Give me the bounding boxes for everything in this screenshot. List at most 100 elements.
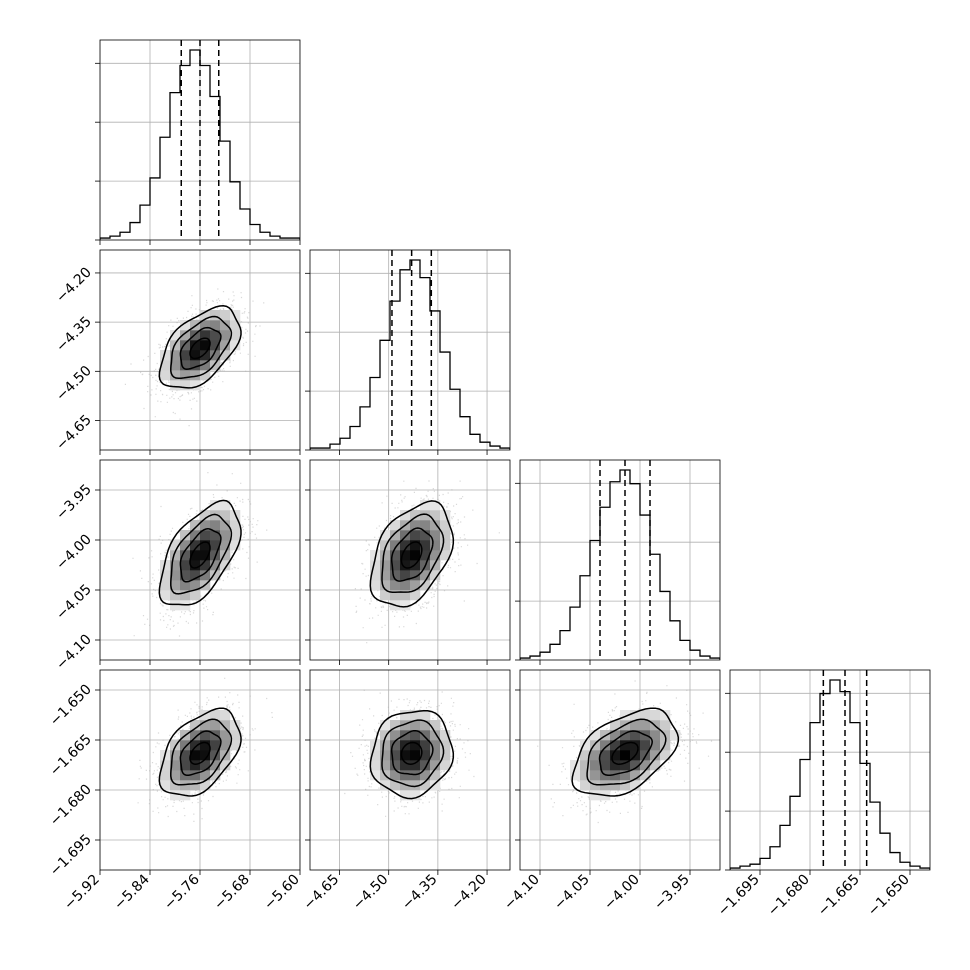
density-cell [420,510,431,521]
density-cell [380,560,391,571]
density-cell [420,730,431,741]
y-tick-label: −1.665 [47,732,95,780]
x-tick-label: −5.92 [61,872,103,914]
density-cell [630,710,641,721]
contour-level-3 [158,499,242,606]
density-cell [190,340,201,351]
density-cell [180,380,191,391]
density-cell [430,780,441,791]
contour-level-3 [571,707,680,797]
density-cell [180,560,191,571]
density-cell [170,380,181,391]
density-cell [180,750,191,761]
panel-3-3 [725,669,931,875]
density-cell [380,730,391,741]
density-cell [190,740,201,751]
density-cell [220,550,231,561]
density-cell [170,540,181,551]
density-cell [420,780,431,791]
x-tick-label: −1.680 [765,872,813,920]
density-cell [610,740,621,751]
density-cell [200,570,211,581]
density-cell [200,550,211,561]
y-tick-label: −1.680 [47,782,95,830]
density-cell [200,540,211,551]
density-cell [420,500,431,511]
density-cell [380,590,391,601]
density-cell [570,770,581,781]
density-cell [200,340,211,351]
histogram [730,679,930,870]
density-cell [430,520,441,531]
density-cell [200,520,211,531]
density-cell [220,760,231,771]
density-cell [390,560,401,571]
density-cell [230,740,241,751]
density-cell [390,530,401,541]
density-cell [170,570,181,581]
density-cell [370,770,381,781]
density-cell [220,710,231,721]
density-cell [420,570,431,581]
density-cell [620,710,631,721]
density-cell [210,750,221,761]
scatter-samples [124,288,265,427]
density-cell [400,580,411,591]
density-cell [420,540,431,551]
density-cell [650,760,661,771]
density-cell [160,370,171,381]
density-cell [380,740,391,751]
density-cell [610,770,621,781]
x-tick-label: −1.695 [715,872,763,920]
density-cell [180,320,191,331]
density-cell [620,760,631,771]
density-cell [660,710,671,721]
density-cell [220,500,231,511]
panel-frame [309,459,511,661]
density-cell [210,740,221,751]
contour-level-3 [369,709,455,800]
density-cell [610,720,621,731]
density-cell [630,780,641,791]
density-cell [410,750,421,761]
x-tick-label: −5.68 [211,872,253,914]
density-cell [440,510,451,521]
density-cell [170,580,181,591]
panel-3-2 [515,669,721,875]
density-cell [370,570,381,581]
density-cell [640,710,651,721]
density-cell [410,710,421,721]
density-cell [180,530,191,541]
density-cell [200,560,211,571]
density-cell [380,540,391,551]
density-cell [200,770,211,781]
density-cell [170,550,181,561]
density-cell [590,740,601,751]
density-cell [190,760,201,771]
density-cell [620,770,631,781]
density-cell [430,540,441,551]
density-cell [370,750,381,761]
density-cell [190,750,201,761]
contour-level-0 [611,741,639,765]
panel-frame [519,459,721,661]
density-cell [610,760,621,771]
density-cell [190,540,201,551]
density-cell [580,780,591,791]
contour-level-0 [189,337,211,360]
density-cell [380,580,391,591]
density-cell [220,740,231,751]
density-cell [190,350,201,361]
density-cell [430,500,441,511]
density-cell [580,740,591,751]
density-cell [400,790,411,801]
density-cell [210,720,221,731]
density-cell [630,740,641,751]
density-cell [410,540,421,551]
x-tick-label: −4.65 [301,872,343,914]
density-cell [430,750,441,761]
density-cell [610,780,621,791]
density-cell [410,790,421,801]
density-cell [180,370,191,381]
